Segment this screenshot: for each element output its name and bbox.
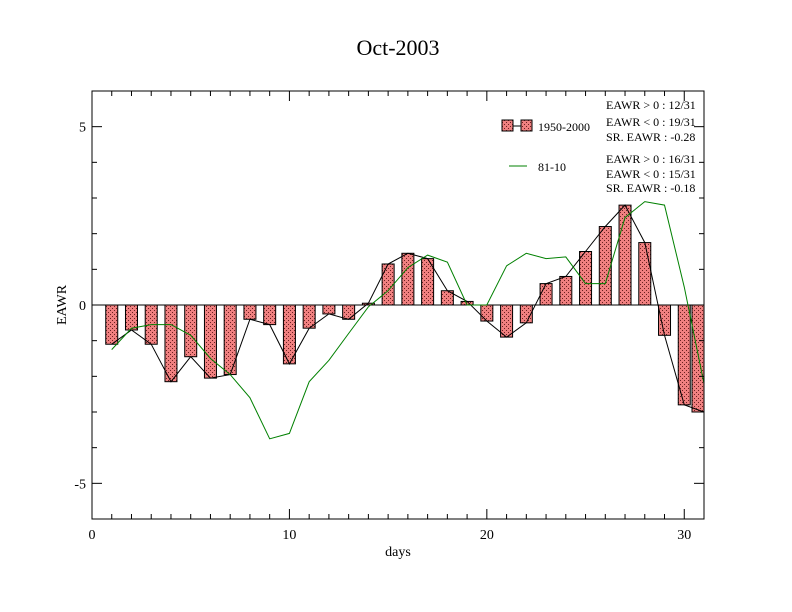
x-tick-label-10: 10	[282, 528, 296, 543]
bar-day-6	[203, 304, 217, 379]
y-axis-label: EAWR	[55, 284, 70, 325]
bar-day-5	[184, 304, 198, 358]
stats-1950-2000-sr: SR. EAWR : -0.28	[606, 130, 695, 144]
stats-1950-2000-positive: EAWR > 0 : 12/31	[606, 98, 696, 112]
legend: 1950-2000 81-10 EAWR > 0 : 12/31 EAWR < …	[501, 98, 696, 195]
axes-layer: 0 10 20 30 -5 0 5	[74, 90, 705, 543]
bar-day-4	[164, 304, 178, 383]
x-axis-label: days	[385, 545, 411, 560]
y-tick-label-5: 5	[79, 121, 86, 136]
bar-day-1	[105, 304, 119, 345]
stats-1950-2000-negative: EAWR < 0 : 19/31	[606, 115, 696, 129]
y-tick-label--5: -5	[74, 477, 86, 492]
x-tick-label-30: 30	[677, 528, 691, 543]
legend-swatch-1950-2000-left	[501, 119, 514, 132]
lines-layer	[92, 201, 705, 440]
bar-day-16	[401, 252, 415, 306]
bar-day-15	[381, 263, 395, 306]
x-tick-label-20: 20	[480, 528, 494, 543]
bar-day-13	[342, 304, 356, 320]
legend-label-81-10: 81-10	[538, 160, 566, 174]
stats-81-10-negative: EAWR < 0 : 15/31	[606, 167, 696, 181]
series-line-81-10	[111, 201, 705, 440]
bar-day-12	[322, 304, 336, 315]
legend-swatch-1950-2000-right	[520, 119, 533, 132]
x-tick-label-0: 0	[89, 528, 96, 543]
stats-81-10-positive: EAWR > 0 : 16/31	[606, 152, 696, 166]
bar-day-20	[480, 304, 494, 322]
bars-layer	[105, 204, 705, 413]
legend-label-1950-2000: 1950-2000	[538, 120, 590, 134]
stats-81-10-sr: SR. EAWR : -0.18	[606, 181, 695, 195]
bar-day-9	[263, 304, 277, 326]
bar-day-26	[598, 226, 612, 306]
bar-day-8	[243, 304, 257, 320]
bar-day-28	[638, 242, 652, 306]
y-tick-label-0: 0	[79, 299, 86, 314]
series-line-1950-2000	[111, 204, 705, 413]
bar-day-21	[500, 304, 514, 338]
bar-day-24	[559, 275, 573, 306]
bar-day-27	[618, 204, 632, 306]
bar-day-29	[658, 304, 672, 336]
chart-title: Oct-2003	[356, 35, 439, 60]
bar-day-31	[691, 304, 705, 413]
bar-day-23	[539, 283, 553, 306]
bar-day-2	[124, 304, 138, 331]
